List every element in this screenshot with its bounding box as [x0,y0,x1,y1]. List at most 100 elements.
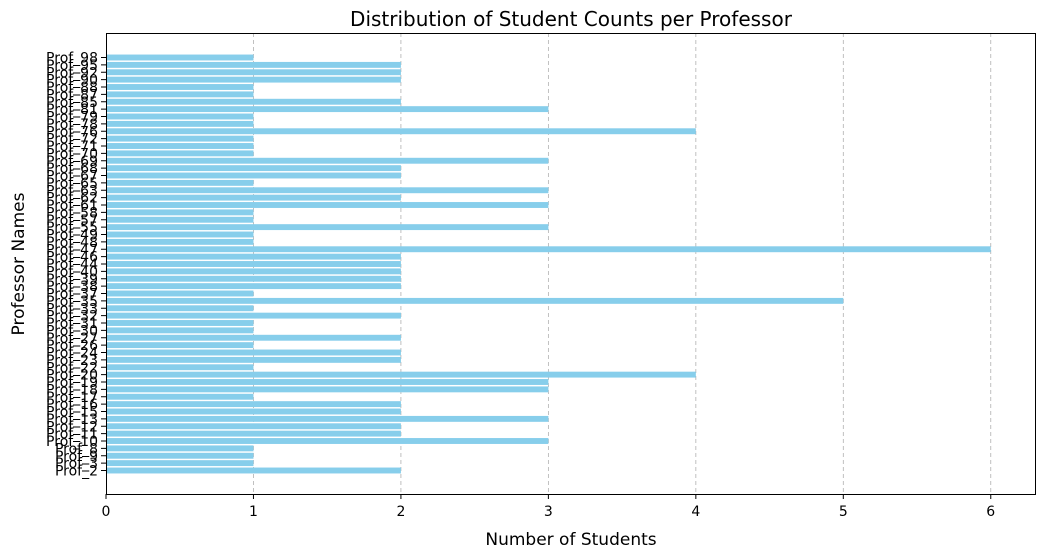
bar [106,106,549,113]
y-tick-label: Prof_10 [46,434,98,450]
y-tick-label: Prof_17 [46,390,98,406]
y-tick-label: Prof_79 [46,110,98,126]
bar [106,216,254,223]
bar [106,268,401,275]
y-tick-label: Prof_65 [46,176,98,192]
y-tick-label: Prof_76 [46,124,98,140]
bar [106,275,401,282]
bar [106,165,401,172]
bar [106,467,401,474]
bar [106,364,254,371]
y-tick-label: Prof_48 [46,235,98,251]
y-ticks: Prof_2Prof_3Prof_9Prof_8Prof_10Prof_11Pr… [46,51,106,480]
y-tick-label: Prof_8 [55,441,98,457]
bar [106,224,549,231]
y-tick-label: Prof_27 [46,331,98,347]
x-tick-label: 3 [544,504,553,520]
x-tick-label: 1 [249,504,258,520]
bar [106,334,401,341]
bar [106,320,254,326]
y-tick-label: Prof_11 [46,427,98,443]
y-tick-label: Prof_38 [46,279,98,295]
y-tick-label: Prof_70 [46,146,98,162]
y-tick-label: Prof_47 [46,242,98,258]
bar [106,194,401,201]
x-ticks: 0 1 2 3 4 5 6 [102,494,995,520]
bar [106,202,549,208]
y-tick-label: Prof_85 [46,95,98,111]
chart-title: Distribution of Student Counts per Profe… [350,7,793,31]
y-tick-label: Prof_57 [46,213,98,229]
plot-frame [106,33,1036,495]
bar [106,430,401,437]
y-tick-label: Prof_71 [46,139,98,155]
bar [106,113,254,120]
y-tick-label: Prof_30 [46,323,98,339]
bar [106,172,401,179]
bar [106,283,401,290]
y-tick-label: Prof_23 [46,353,98,369]
bar [106,76,401,83]
bar [106,143,254,149]
y-tick-label: Prof_61 [46,198,98,214]
y-axis-label: Professor Names [9,192,29,335]
bar [106,386,549,393]
y-tick-label: Prof_72 [46,132,98,148]
bar [106,423,401,430]
bar [106,135,254,142]
y-tick-label: Prof_68 [46,161,98,177]
x-tick-label: 6 [986,504,995,520]
y-tick-label: Prof_35 [46,294,98,310]
y-tick-label: Prof_95 [46,58,98,74]
bar [106,84,254,90]
y-tick-label: Prof_87 [46,87,98,103]
bar [106,128,696,135]
y-tick-label: Prof_32 [46,309,98,325]
y-tick-label: Prof_88 [46,80,98,96]
y-tick-label: Prof_31 [46,316,98,332]
y-tick-label: Prof_16 [46,397,98,413]
y-tick-label: Prof_26 [46,338,98,354]
bar [106,91,254,98]
bar [106,408,401,415]
bars [106,54,991,474]
bar [106,349,401,356]
y-tick-label: Prof_24 [46,346,98,362]
bar [106,209,254,216]
bar [106,297,844,304]
y-tick-label: Prof_2 [55,464,98,480]
y-tick-label: Prof_62 [46,191,98,207]
y-tick-label: Prof_55 [46,220,98,236]
bar [106,452,254,459]
bar [106,157,549,164]
bar [106,69,401,76]
x-tick-label: 2 [396,504,405,520]
y-tick-label: Prof_3 [55,456,98,472]
bar [106,379,549,385]
bar [106,393,254,400]
bar [106,179,254,186]
y-tick-label: Prof_69 [46,154,98,170]
y-tick-label: Prof_19 [46,375,98,391]
y-tick-label: Prof_15 [46,405,98,421]
bar [106,445,254,452]
bar [106,54,254,61]
bar [106,253,401,260]
y-tick-label: Prof_67 [46,169,98,185]
y-tick-label: Prof_98 [46,51,98,67]
bar [106,246,991,253]
x-tick-label: 5 [839,504,848,520]
y-tick-label: Prof_90 [46,73,98,89]
y-tick-label: Prof_81 [46,102,98,118]
y-tick-label: Prof_37 [46,287,98,303]
y-tick-label: Prof_49 [46,228,98,244]
bar [106,415,549,422]
bar [106,460,254,467]
y-tick-label: Prof_12 [46,419,98,435]
bar [106,238,254,245]
y-tick-label: Prof_63 [46,183,98,199]
bar [106,342,254,349]
y-tick-label: Prof_92 [46,65,98,81]
y-tick-label: Prof_40 [46,264,98,280]
